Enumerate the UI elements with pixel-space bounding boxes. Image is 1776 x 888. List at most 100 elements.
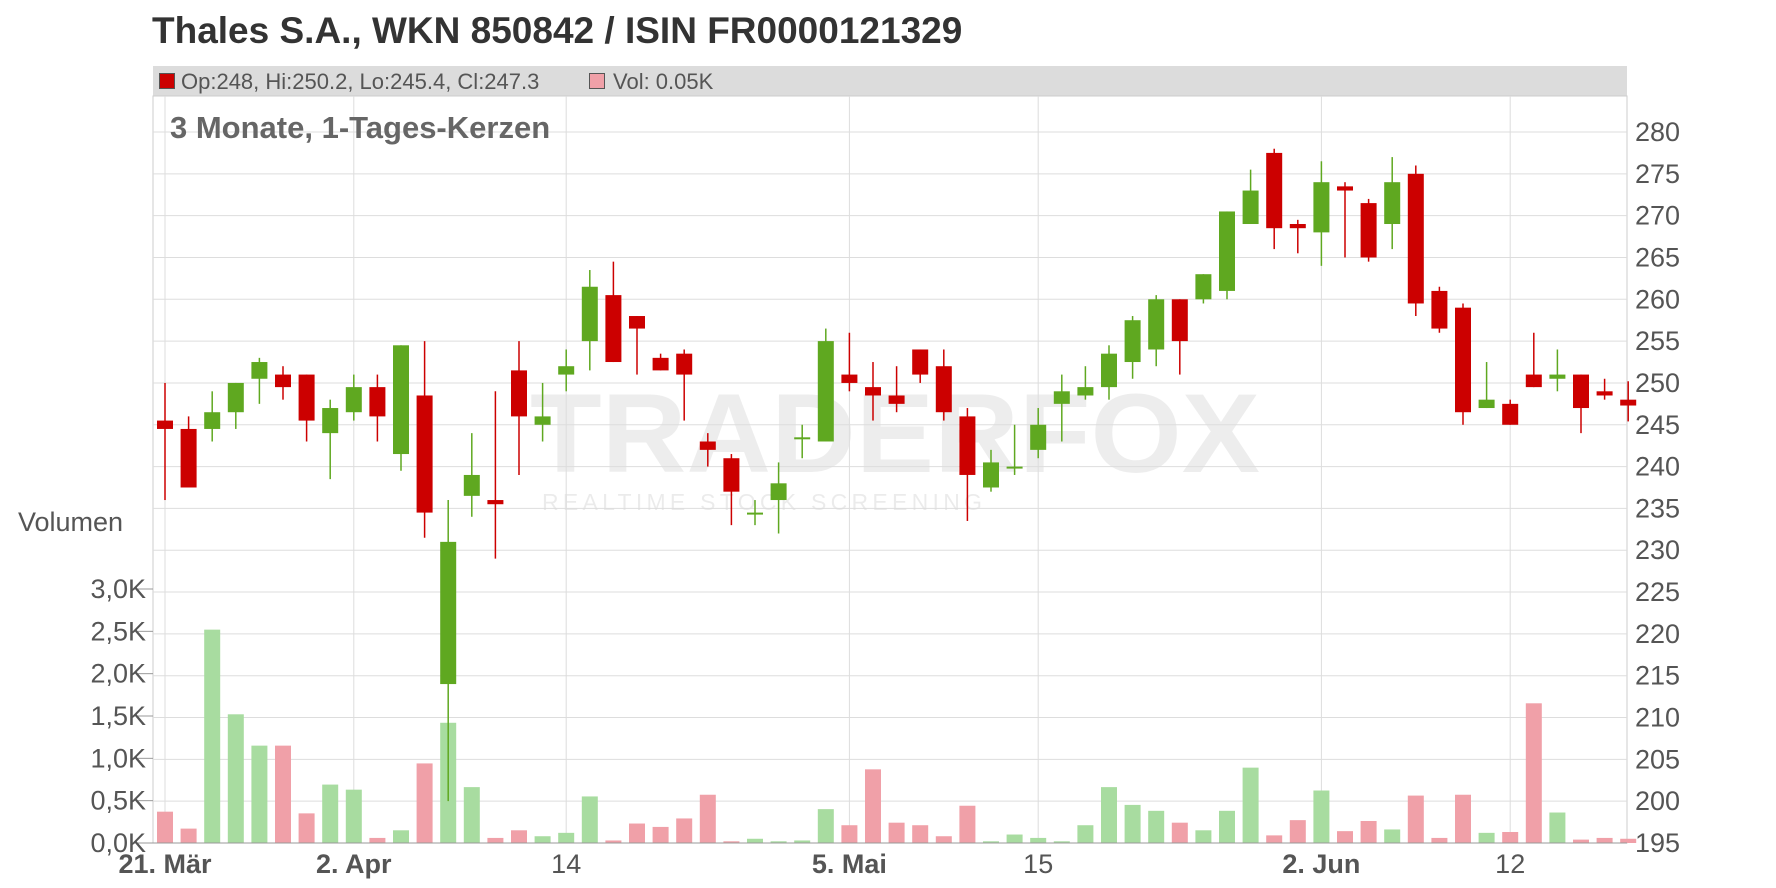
volume-bar xyxy=(935,836,952,843)
candle-body xyxy=(1266,152,1283,229)
candle-body xyxy=(393,345,409,455)
candle-body xyxy=(699,441,716,450)
volume-bar xyxy=(676,818,693,843)
volume-bar xyxy=(1006,834,1023,843)
axes: 195 200 205 210 215 220 225 230 235 240 245 250 255 2… xyxy=(90,117,1680,879)
candle-body xyxy=(935,366,952,413)
volume-bar xyxy=(817,809,834,843)
volume-bar xyxy=(1171,822,1188,843)
volume-bar xyxy=(1242,767,1259,843)
volume-bar xyxy=(1525,703,1542,843)
legend-bar: Op:248, Hi:250.2, Lo:245.4, Cl:247.3 Vol… xyxy=(153,66,1627,96)
candle-body xyxy=(865,387,881,396)
candle-body xyxy=(723,458,740,492)
candle-body xyxy=(1525,374,1542,388)
candle-body xyxy=(1171,299,1188,342)
candle-body xyxy=(416,395,433,513)
volume-legend-swatch xyxy=(589,73,605,89)
volume-bar xyxy=(416,763,433,843)
price-tick-label: 250 xyxy=(1635,368,1680,398)
candle-body xyxy=(1573,374,1589,409)
price-tick-label: 240 xyxy=(1635,452,1680,482)
ohlc-legend-text: Op:248, Hi:250.2, Lo:245.4, Cl:247.3 xyxy=(181,69,540,94)
volume-bar xyxy=(770,841,787,843)
volume-bar xyxy=(983,841,999,843)
candle-body xyxy=(629,316,645,329)
volume-bar xyxy=(275,745,291,843)
volume-bar xyxy=(1384,829,1401,843)
volume-bar xyxy=(1360,820,1377,843)
candle-body xyxy=(817,341,834,442)
candle-body xyxy=(1549,374,1566,379)
volume-bar xyxy=(1077,825,1094,843)
volume-bar xyxy=(1053,841,1070,843)
candle-body xyxy=(322,408,339,434)
volume-tick-label: 0,5K xyxy=(90,786,146,816)
volume-bar xyxy=(1195,830,1212,843)
volume-tick-label: 2,0K xyxy=(90,659,146,689)
candle-body xyxy=(1455,307,1471,413)
time-tick-label: 5. Mai xyxy=(812,849,887,879)
volume-bar xyxy=(345,789,362,843)
volume-bar xyxy=(1148,810,1165,843)
volume-bar xyxy=(723,841,740,843)
candle-body xyxy=(1596,391,1613,396)
candle-body xyxy=(770,483,787,501)
price-tick-label: 195 xyxy=(1635,828,1680,858)
price-tick-label: 260 xyxy=(1635,284,1680,314)
candle-body xyxy=(605,295,622,363)
price-tick-label: 215 xyxy=(1635,661,1680,691)
candle-body xyxy=(157,420,173,429)
candle-body xyxy=(1030,424,1047,450)
candle-body xyxy=(1006,466,1023,469)
candle-body xyxy=(676,353,693,375)
volume-bar xyxy=(251,745,268,843)
volume-bar xyxy=(1337,831,1353,843)
volume-tick-label: 1,0K xyxy=(90,743,146,773)
time-tick-label: 2. Jun xyxy=(1282,849,1360,879)
candle-body xyxy=(275,374,291,388)
traderfox-watermark: TRADERFOX REALTIME STOCK SCREENING xyxy=(530,380,1260,515)
candle-body xyxy=(747,512,763,515)
volume-bar xyxy=(1455,794,1471,843)
volume-bar xyxy=(369,837,386,843)
price-tick-label: 200 xyxy=(1635,786,1680,816)
candle-body xyxy=(511,370,527,417)
candle-body xyxy=(1620,399,1637,406)
candle-body xyxy=(227,382,244,413)
volume-bar xyxy=(204,629,221,843)
volume-bar xyxy=(393,830,409,843)
price-tick-label: 280 xyxy=(1635,117,1680,147)
candles xyxy=(157,148,1637,802)
volume-bar xyxy=(227,714,244,843)
volume-bar xyxy=(699,794,716,843)
price-tick-label: 245 xyxy=(1635,410,1680,440)
time-tick-label: 2. Apr xyxy=(316,849,392,879)
price-tick-label: 235 xyxy=(1635,493,1680,523)
price-tick-label: 225 xyxy=(1635,577,1680,607)
candle-body xyxy=(652,357,669,371)
volume-bar xyxy=(652,826,669,843)
candle-body xyxy=(558,366,575,375)
candle-body xyxy=(841,374,858,383)
time-tick-label: 15 xyxy=(1023,849,1053,879)
price-tick-label: 220 xyxy=(1635,619,1680,649)
plot-frame xyxy=(152,95,1628,844)
volume-bar xyxy=(1478,832,1495,843)
price-tick-label: 255 xyxy=(1635,326,1680,356)
volume-bar xyxy=(629,823,645,843)
volume-bar xyxy=(322,784,339,843)
volume-bars xyxy=(157,629,1637,843)
volume-bar xyxy=(558,832,575,843)
candle-body xyxy=(794,437,811,440)
volume-bar xyxy=(865,769,881,843)
volume-bar xyxy=(1101,787,1117,843)
volume-tick-label: 1,5K xyxy=(90,701,146,731)
volume-bar xyxy=(581,796,598,843)
volume-axis-label: Volumen xyxy=(18,507,124,537)
candle-body xyxy=(440,541,457,685)
price-tick-label: 230 xyxy=(1635,535,1680,565)
candle-body xyxy=(1360,203,1377,258)
candle-body xyxy=(1384,182,1401,225)
